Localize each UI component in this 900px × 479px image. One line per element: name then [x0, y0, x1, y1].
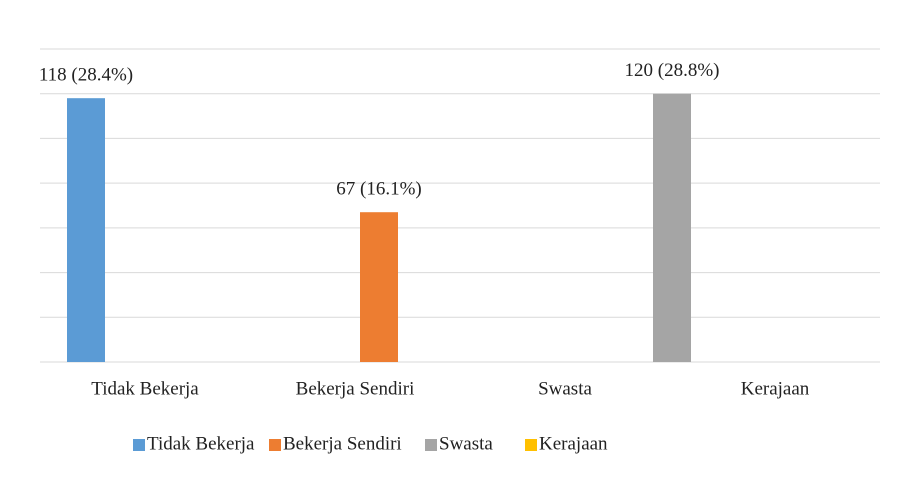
bar	[653, 93, 691, 362]
legend-swatch	[525, 439, 537, 451]
legend-label: Tidak Bekerja	[147, 433, 255, 454]
legend-label: Swasta	[439, 433, 493, 454]
x-tick-label: Bekerja Sendiri	[296, 378, 415, 399]
data-label: 67 (16.1%)	[336, 179, 421, 200]
legend-swatch	[425, 439, 437, 451]
x-tick-label: Swasta	[538, 378, 592, 399]
legend-swatch	[133, 439, 145, 451]
data-label: 118 (28.4%)	[39, 65, 133, 86]
bar	[67, 98, 105, 362]
x-tick-label: Kerajaan	[741, 378, 810, 399]
legend-label: Kerajaan	[539, 433, 608, 454]
legend-swatch	[269, 439, 281, 451]
data-label: 120 (28.8%)	[625, 60, 720, 81]
bar	[360, 212, 398, 362]
legend-label: Bekerja Sendiri	[283, 433, 402, 454]
x-tick-label: Tidak Bekerja	[91, 378, 199, 399]
